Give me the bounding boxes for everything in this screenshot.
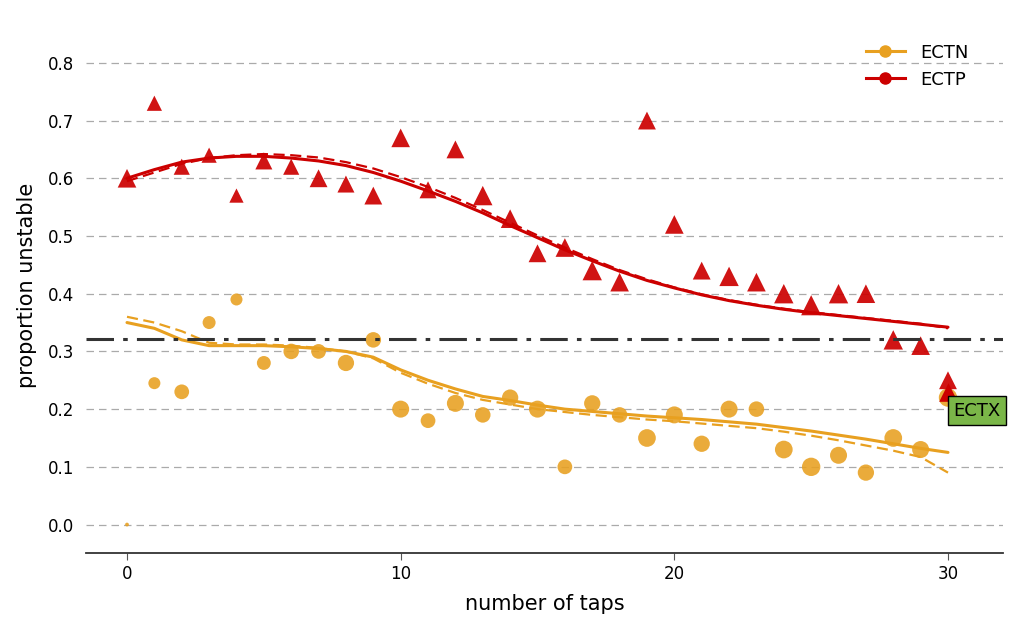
Point (283, 346, 299, 357)
Point (119, 519, 135, 529)
Point (667, 410, 683, 420)
Point (474, 410, 490, 420)
Y-axis label: proportion unstable: proportion unstable (16, 182, 37, 387)
Point (310, 174, 327, 184)
Point (721, 271, 737, 281)
Point (940, 387, 956, 397)
Point (830, 288, 847, 298)
Point (338, 179, 354, 189)
Point (310, 346, 327, 357)
Point (803, 462, 819, 472)
Point (667, 220, 683, 230)
Point (557, 242, 573, 252)
Point (420, 416, 436, 426)
Point (366, 191, 382, 201)
Point (940, 375, 956, 386)
Point (749, 277, 765, 287)
Point (639, 433, 655, 443)
Point (420, 185, 436, 195)
Point (173, 162, 189, 172)
Point (885, 335, 901, 345)
Point (502, 214, 518, 224)
Point (584, 398, 600, 408)
Point (146, 98, 163, 109)
Point (858, 468, 874, 478)
Point (584, 266, 600, 276)
Point (366, 335, 382, 345)
Point (912, 341, 929, 351)
Point (201, 317, 217, 327)
Point (119, 174, 135, 184)
Point (557, 462, 573, 472)
Point (283, 162, 299, 172)
Legend: ECTN, ECTP: ECTN, ECTP (858, 37, 976, 96)
Text: ECTX: ECTX (953, 402, 1000, 420)
Point (639, 115, 655, 126)
Point (529, 248, 546, 258)
Point (392, 404, 409, 414)
Point (749, 404, 765, 414)
Point (830, 451, 847, 461)
Point (146, 378, 163, 388)
Point (721, 404, 737, 414)
Point (693, 439, 710, 449)
Point (447, 144, 464, 155)
Point (775, 444, 792, 454)
Point (228, 191, 245, 201)
Point (173, 387, 189, 397)
Point (256, 156, 272, 166)
Point (775, 288, 792, 298)
Point (858, 288, 874, 298)
X-axis label: number of taps: number of taps (465, 594, 625, 615)
Point (392, 133, 409, 143)
Point (940, 392, 956, 403)
Point (338, 358, 354, 368)
Point (256, 358, 272, 368)
Point (447, 398, 464, 408)
Point (502, 392, 518, 403)
Point (611, 277, 628, 287)
Point (529, 404, 546, 414)
Point (201, 150, 217, 160)
Point (474, 191, 490, 201)
Point (912, 444, 929, 454)
Point (228, 295, 245, 305)
Point (885, 433, 901, 443)
Point (803, 300, 819, 310)
Point (693, 266, 710, 276)
Point (611, 410, 628, 420)
